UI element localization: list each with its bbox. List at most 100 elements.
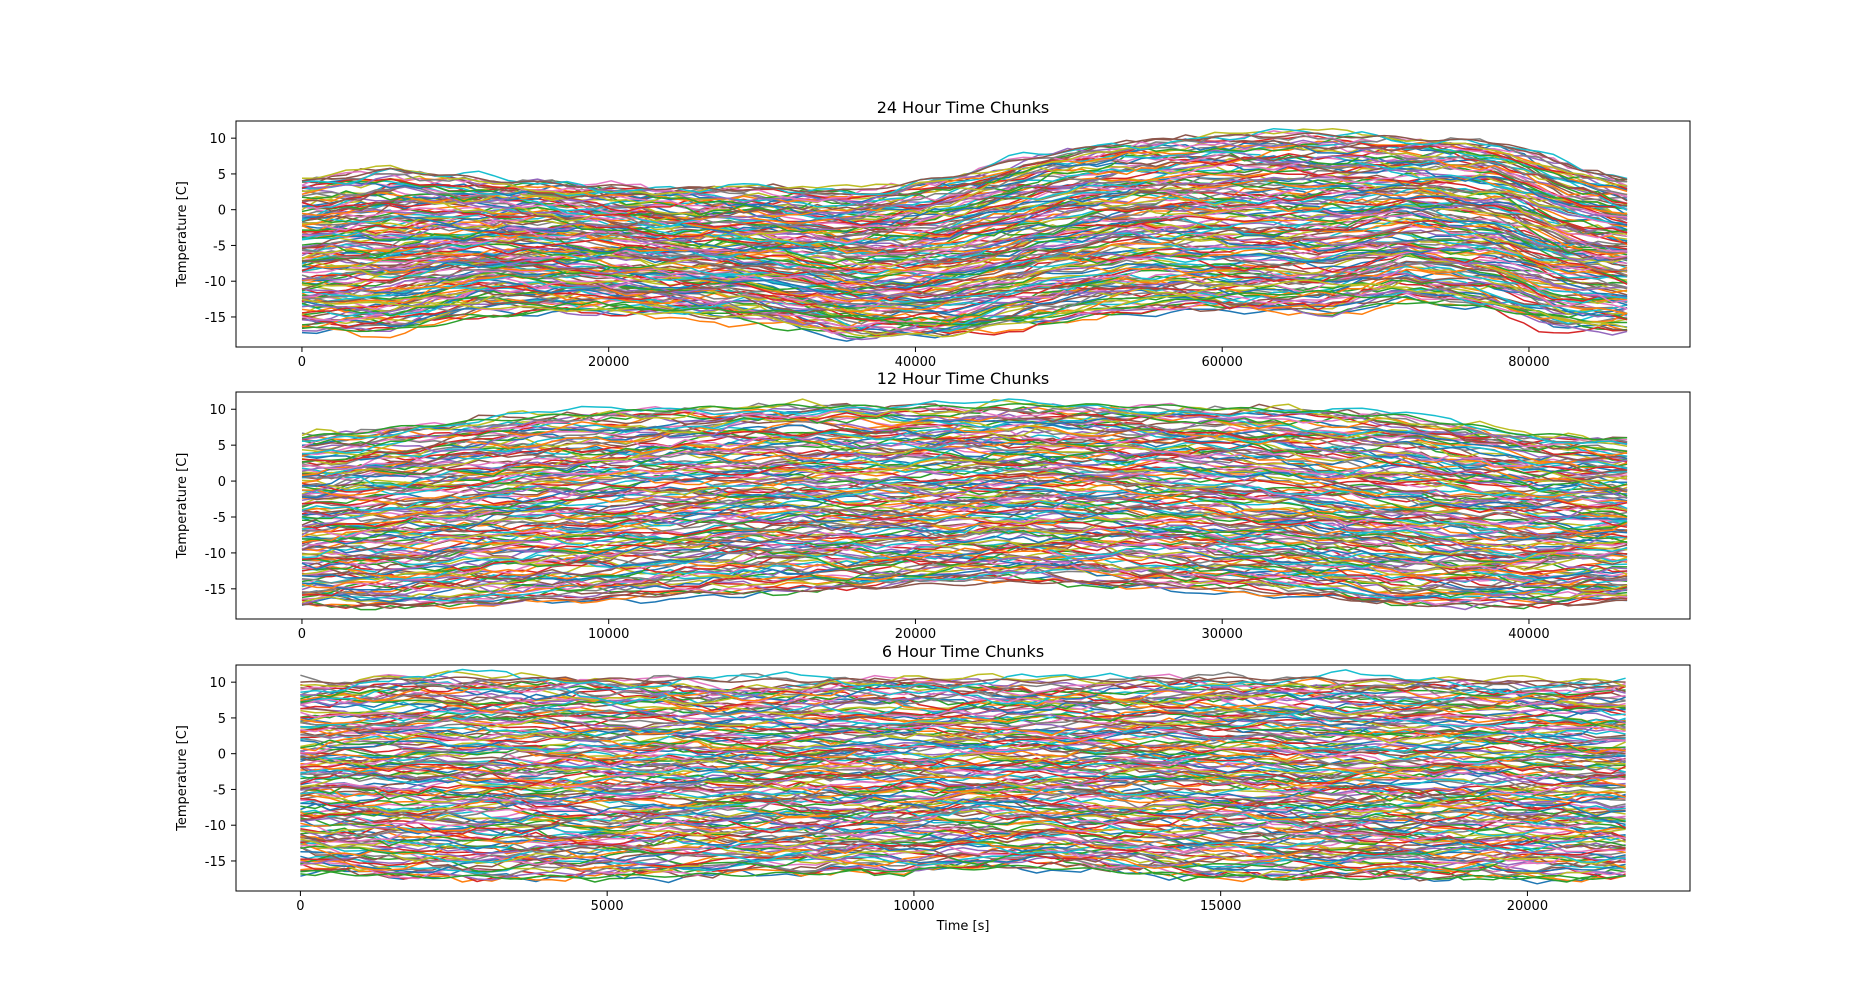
series-line bbox=[301, 551, 1628, 592]
series-line bbox=[301, 437, 1628, 479]
series-line bbox=[301, 157, 1628, 220]
series-line bbox=[301, 409, 1628, 456]
x-tick-label: 5000 bbox=[591, 899, 624, 914]
series-line bbox=[301, 402, 1628, 448]
series-line bbox=[301, 164, 1628, 233]
y-tick-label: 0 bbox=[218, 204, 226, 219]
x-tick-label: 20000 bbox=[1507, 899, 1548, 914]
series-line bbox=[301, 530, 1628, 570]
subplot-2: 0 10000 20000 30000 40000 10 5 0 -5 -10 -15 12 Hour… bbox=[175, 369, 1691, 642]
x-tick-label: 80000 bbox=[1508, 355, 1549, 370]
series-lines bbox=[301, 127, 1628, 342]
y-tick-label: -15 bbox=[205, 311, 226, 326]
subplot-3: 0 5000 10000 15000 20000 10 5 0 -5 -10 -15 6 Hour T… bbox=[175, 642, 1691, 934]
series-line bbox=[300, 864, 1626, 881]
x-tick-label: 0 bbox=[298, 355, 306, 370]
series-line bbox=[300, 754, 1626, 775]
series-line bbox=[301, 199, 1628, 251]
series-line bbox=[301, 409, 1628, 449]
axes-frame bbox=[235, 664, 1691, 892]
axes-frame bbox=[235, 391, 1691, 620]
series-line bbox=[300, 770, 1626, 797]
y-tick-label: -10 bbox=[205, 819, 226, 834]
series-line bbox=[301, 297, 1628, 339]
series-line bbox=[301, 218, 1628, 271]
series-line bbox=[301, 252, 1628, 303]
series-line bbox=[300, 722, 1626, 742]
series-line bbox=[301, 416, 1628, 456]
y-tick-label: 10 bbox=[209, 132, 226, 147]
subplot-1: 0 20000 40000 60000 80000 10 5 0 -5 -10 -15 24 Hour… bbox=[175, 98, 1691, 370]
series-line bbox=[301, 467, 1628, 509]
series-line bbox=[301, 128, 1628, 196]
series-line bbox=[301, 198, 1628, 256]
series-line bbox=[300, 733, 1626, 757]
series-line bbox=[300, 670, 1626, 693]
series-line bbox=[300, 702, 1626, 721]
x-tick-label: 20000 bbox=[895, 627, 936, 642]
y-tick-label: 10 bbox=[209, 676, 226, 691]
y-tick-label: 5 bbox=[218, 168, 226, 183]
y-tick-label: -15 bbox=[205, 583, 226, 598]
chart-title: 24 Hour Time Chunks bbox=[877, 98, 1050, 117]
series-line bbox=[300, 692, 1626, 716]
series-line bbox=[301, 202, 1628, 255]
x-tick-label: 20000 bbox=[588, 355, 629, 370]
y-tick-label: 5 bbox=[218, 439, 226, 454]
y-tick-label: -5 bbox=[213, 511, 226, 526]
series-line bbox=[300, 687, 1626, 713]
series-line bbox=[301, 451, 1628, 493]
series-line bbox=[300, 813, 1626, 832]
series-line bbox=[301, 398, 1628, 445]
y-axis-label: Temperature [C] bbox=[175, 453, 190, 560]
series-line bbox=[301, 162, 1628, 226]
x-tick-label: 15000 bbox=[1200, 899, 1241, 914]
x-tick-label: 0 bbox=[298, 627, 306, 642]
y-tick-label: 5 bbox=[218, 712, 226, 727]
series-line bbox=[300, 696, 1626, 721]
y-axis-label: Temperature [C] bbox=[175, 725, 190, 832]
series-line bbox=[301, 402, 1628, 441]
series-line bbox=[301, 508, 1628, 548]
series-line bbox=[301, 212, 1628, 263]
series-line bbox=[301, 186, 1628, 245]
series-line bbox=[300, 693, 1626, 712]
series-line bbox=[301, 549, 1628, 587]
series-line bbox=[301, 279, 1628, 338]
series-line bbox=[301, 406, 1628, 456]
series-line bbox=[301, 518, 1628, 561]
series-line bbox=[300, 819, 1626, 843]
x-tick-label: 40000 bbox=[895, 355, 936, 370]
series-lines bbox=[301, 398, 1628, 611]
series-line bbox=[301, 273, 1628, 315]
y-axis-label: Temperature [C] bbox=[175, 181, 190, 288]
y-tick-label: 10 bbox=[209, 403, 226, 418]
series-line bbox=[300, 800, 1626, 826]
series-line bbox=[301, 530, 1628, 571]
series-line bbox=[301, 403, 1628, 446]
series-line bbox=[300, 685, 1626, 705]
series-line bbox=[301, 275, 1628, 322]
y-tick-label: 0 bbox=[218, 475, 226, 490]
x-tick-label: 60000 bbox=[1202, 355, 1243, 370]
series-line bbox=[300, 811, 1626, 837]
series-line bbox=[301, 241, 1628, 293]
series-line bbox=[301, 565, 1628, 602]
y-tick-label: -10 bbox=[205, 275, 226, 290]
series-line bbox=[300, 679, 1626, 698]
series-line bbox=[301, 539, 1628, 579]
series-line bbox=[300, 805, 1626, 837]
series-line bbox=[300, 676, 1626, 686]
series-line bbox=[301, 242, 1628, 298]
x-axis-label: Time [s] bbox=[936, 919, 990, 934]
series-line bbox=[301, 265, 1628, 312]
series-line bbox=[300, 713, 1626, 733]
series-line bbox=[301, 398, 1628, 448]
series-line bbox=[301, 423, 1628, 461]
series-line bbox=[300, 766, 1626, 792]
y-tick-label: -10 bbox=[205, 547, 226, 562]
series-line bbox=[300, 845, 1626, 872]
series-line bbox=[300, 807, 1626, 829]
series-line bbox=[301, 289, 1628, 333]
